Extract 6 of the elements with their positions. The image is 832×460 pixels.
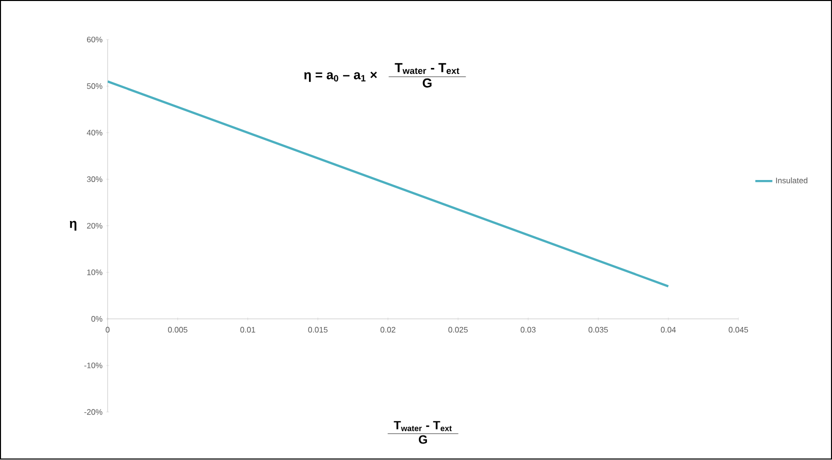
annotation: T$_{water}$ - T$_{ext}$ [394, 63, 460, 74]
x-axis-title: T$_{water}$ - T$_{ext}$ [394, 421, 452, 432]
text: G [418, 436, 427, 444]
y-axis-title: η [70, 221, 76, 231]
annotation: G [422, 78, 432, 88]
annotation: η = a$_{0}$ – a$_{1}$ × [304, 72, 377, 82]
